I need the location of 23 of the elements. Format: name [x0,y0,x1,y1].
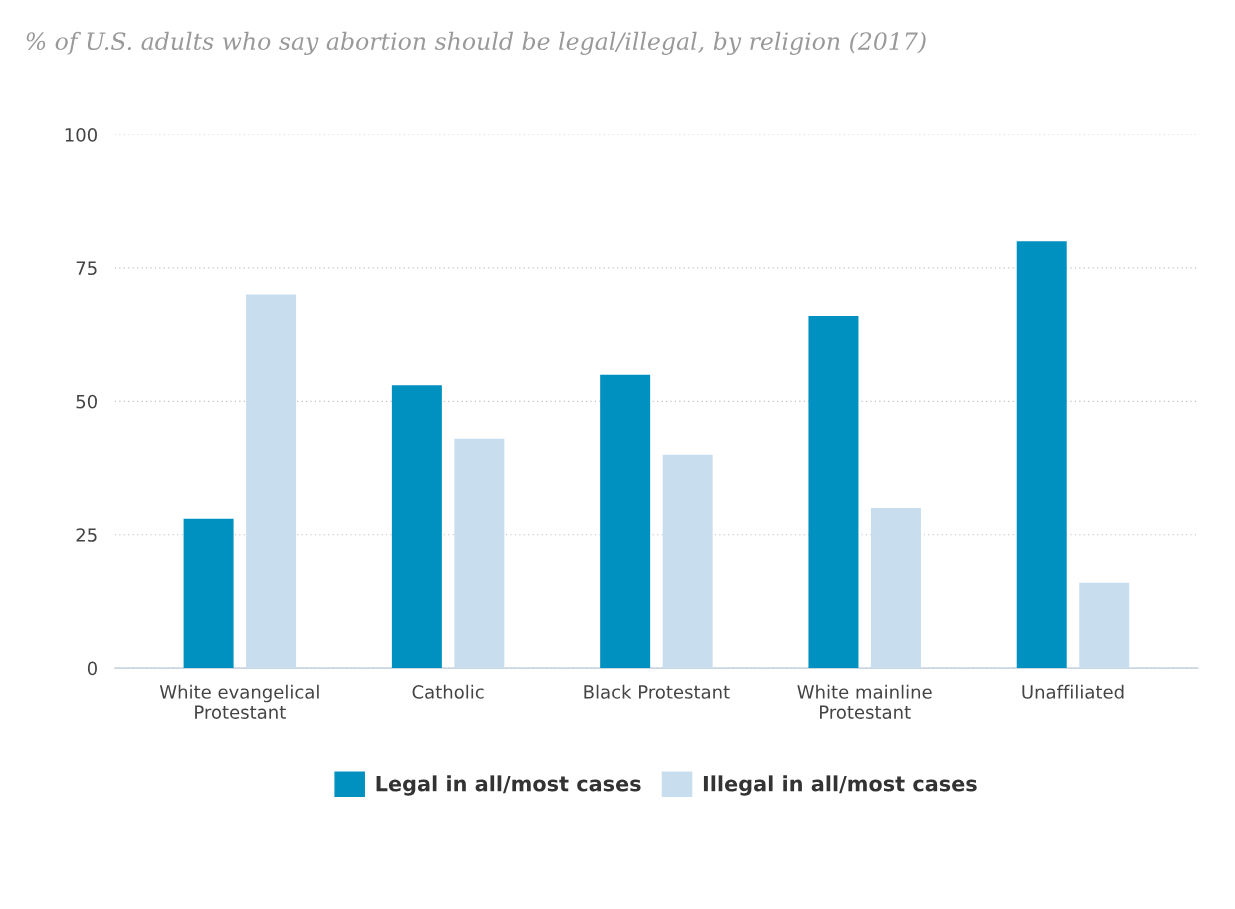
chart-title: % of U.S. adults who say abortion should be legal/illegal, by religion (2017) [26,31,926,55]
y-tick-label: 25 [76,528,97,542]
x-tick-label: Black Protestant [584,684,730,699]
bar [454,438,505,669]
y-tick-label: 50 [76,394,97,409]
bar [183,518,234,669]
x-tick-label: White mainline Protestant [797,684,932,719]
bar [246,294,297,669]
y-tick-label: 0 [87,661,97,676]
y-tick-label: 75 [76,261,97,276]
bar [1016,241,1067,669]
legend-label: Illegal in all/most cases [703,775,977,796]
x-tick-label: Catholic [412,684,484,699]
y-tick-label: 100 [65,127,97,142]
x-tick-label: Unaffiliated [1022,684,1124,699]
bar [1079,582,1130,669]
bar [600,374,651,669]
x-tick-label: White evangelical Protestant [159,684,319,719]
bar [662,454,713,669]
bar [870,508,921,669]
legend-label: Legal in all/most cases [376,775,641,796]
bar [808,315,859,669]
bar [391,385,442,669]
